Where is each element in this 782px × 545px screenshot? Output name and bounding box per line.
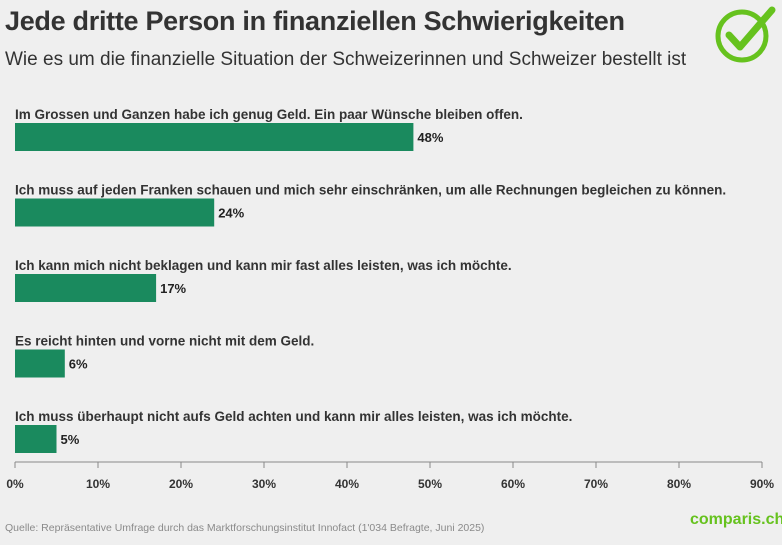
- x-tick-label: 70%: [584, 477, 608, 491]
- chart-title: Jede dritte Person in finanziellen Schwi…: [5, 6, 625, 36]
- category-label: Es reicht hinten und vorne nicht mit dem…: [15, 334, 314, 349]
- category-label: Ich kann mich nicht beklagen und kann mi…: [15, 258, 512, 273]
- category-label: Ich muss überhaupt nicht aufs Geld achte…: [15, 409, 572, 424]
- value-label: 5%: [61, 432, 80, 447]
- bar: [15, 198, 215, 227]
- x-tick-label: 40%: [335, 477, 359, 491]
- bar: [15, 425, 57, 453]
- value-label: 17%: [160, 281, 186, 296]
- x-tick-label: 0%: [6, 477, 24, 491]
- category-label: Ich muss auf jeden Franken schauen und m…: [15, 183, 726, 198]
- x-tick-label: 80%: [667, 477, 691, 491]
- value-label: 48%: [417, 130, 443, 145]
- category-label: Im Grossen und Ganzen habe ich genug Gel…: [15, 107, 523, 122]
- x-tick-label: 10%: [86, 477, 110, 491]
- chart-subtitle: Wie es um die finanzielle Situation der …: [5, 49, 687, 70]
- x-tick-label: 30%: [252, 477, 276, 491]
- value-label: 6%: [69, 357, 88, 372]
- bar: [15, 123, 414, 151]
- x-tick-label: 20%: [169, 477, 193, 491]
- bar: [15, 349, 65, 378]
- value-label: 24%: [218, 206, 244, 221]
- bar: [15, 274, 157, 302]
- checkmark-circle-icon: [715, 6, 776, 63]
- source-note: Quelle: Repräsentative Umfrage durch das…: [5, 522, 485, 534]
- brand-logo-text: comparis.ch: [690, 511, 782, 528]
- x-tick-label: 50%: [418, 477, 442, 491]
- x-tick-label: 90%: [750, 477, 774, 491]
- x-tick-label: 60%: [501, 477, 525, 491]
